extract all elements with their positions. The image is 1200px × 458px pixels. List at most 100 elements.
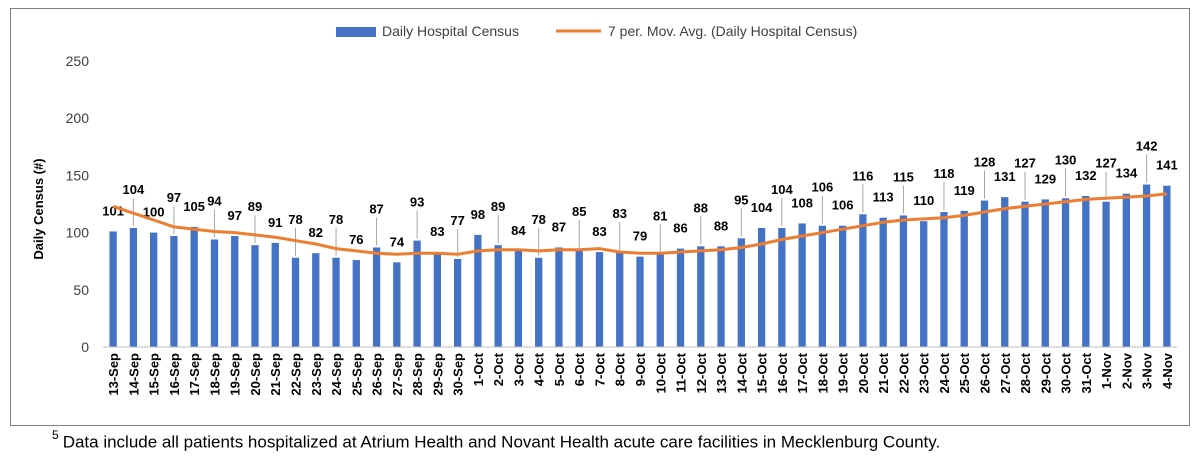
legend-bar-swatch: [336, 27, 376, 37]
bar: [656, 254, 664, 347]
bar: [980, 200, 989, 347]
bar-value-label: 93: [410, 195, 424, 210]
bar-value-label: 74: [390, 234, 405, 249]
bar-value-label: 110: [913, 193, 934, 208]
x-tick-label: 22-Oct: [896, 352, 911, 393]
bar-value-label: 130: [1055, 152, 1077, 167]
bar-value-label: 100: [143, 205, 165, 220]
x-tick-label: 12-Oct: [694, 352, 709, 393]
bar-value-label: 84: [511, 223, 526, 238]
bar-value-label: 118: [933, 166, 954, 181]
x-tick-label: 1-Oct: [471, 352, 486, 386]
x-tick-label: 24-Oct: [937, 352, 952, 393]
bar-value-label: 89: [491, 199, 505, 214]
x-tick-label: 13-Oct: [714, 352, 729, 393]
bar: [676, 248, 685, 347]
bar: [474, 234, 482, 347]
bar-value-label: 129: [1034, 171, 1056, 186]
bar-value-label: 85: [572, 204, 586, 219]
bar: [960, 210, 968, 347]
bar-value-label: 97: [227, 208, 241, 223]
bar: [150, 232, 158, 347]
bar: [109, 231, 117, 347]
bar-value-label: 141: [1156, 158, 1178, 173]
bar-value-label: 83: [613, 206, 627, 221]
x-tick-label: 6-Oct: [572, 352, 587, 386]
legend-bar-label: Daily Hospital Census: [382, 23, 519, 39]
x-tick-label: 15-Oct: [755, 352, 770, 393]
bar: [291, 257, 300, 347]
bar: [616, 252, 624, 347]
bar: [271, 242, 279, 347]
bar: [920, 221, 928, 347]
bar: [170, 236, 178, 347]
bar: [859, 214, 867, 347]
bar: [393, 262, 401, 347]
bar: [818, 225, 827, 347]
bar: [1061, 198, 1070, 347]
bar-value-label: 108: [791, 195, 813, 210]
x-tick-label: 22-Sep: [289, 353, 304, 396]
legend: Daily Hospital Census 7 per. Mov. Avg. (…: [336, 23, 857, 39]
bar-value-label: 86: [673, 221, 687, 236]
x-tick-label: 25-Sep: [349, 353, 364, 396]
bar-value-label: 83: [430, 224, 444, 239]
bar: [1102, 201, 1110, 347]
bar-value-label: 132: [1075, 168, 1097, 183]
y-tick-label: 200: [66, 110, 90, 126]
bar-value-label: 113: [873, 190, 894, 205]
bar-value-label: 127: [1095, 156, 1117, 171]
bar-value-label: 104: [751, 200, 773, 215]
x-tick-label: 16-Sep: [167, 353, 182, 396]
bar-value-label: 104: [123, 182, 145, 197]
x-tick-label: 1-Nov: [1099, 352, 1114, 389]
bar-value-label: 131: [994, 169, 1016, 184]
bar-value-label: 94: [207, 193, 222, 208]
y-tick-label: 0: [81, 339, 89, 355]
x-tick-label: 18-Oct: [815, 352, 830, 393]
x-tick-label: 16-Oct: [775, 352, 790, 393]
bar-value-label: 81: [653, 208, 667, 223]
footnote-text: Data include all patients hospitalized a…: [62, 432, 941, 452]
bar-value-label: 128: [974, 155, 996, 170]
bar: [1122, 193, 1130, 347]
y-tick-label: 50: [73, 282, 89, 298]
bar: [717, 246, 725, 347]
x-tick-label: 24-Sep: [329, 353, 344, 396]
bar: [778, 228, 786, 347]
bar: [251, 245, 259, 347]
x-tick-label: 30-Sep: [451, 353, 466, 396]
x-tick-label: 19-Oct: [836, 352, 851, 393]
bar-value-label: 105: [183, 199, 205, 214]
bar-value-label: 82: [309, 225, 323, 240]
bar-value-label: 91: [268, 215, 282, 230]
bar: [697, 246, 705, 347]
x-tick-label: 7-Oct: [593, 352, 608, 386]
x-tick-label: 29-Sep: [430, 353, 445, 396]
x-tick-label: 17-Oct: [795, 352, 810, 393]
x-tick-label: 21-Sep: [268, 353, 283, 396]
bar-value-label: 79: [633, 229, 647, 244]
bar: [940, 212, 948, 347]
bar: [1021, 201, 1029, 347]
bar-value-label: 134: [1115, 166, 1137, 181]
bar: [1142, 184, 1151, 347]
moving-average-path: [112, 192, 1168, 256]
bar: [372, 247, 381, 347]
x-tick-label: 26-Oct: [978, 352, 993, 393]
x-tick-label: 11-Oct: [674, 352, 689, 392]
bar: [210, 239, 219, 347]
x-tick-label: 21-Oct: [876, 352, 891, 393]
x-tick-label: 8-Oct: [613, 352, 628, 386]
bar-value-label: 97: [167, 190, 181, 205]
x-tick-label: 30-Oct: [1059, 352, 1074, 393]
bar: [798, 223, 806, 347]
bar: [433, 252, 442, 347]
bar-value-label: 87: [369, 201, 383, 216]
bar: [1001, 197, 1009, 347]
y-tick-label: 150: [66, 167, 90, 183]
x-tick-label: 28-Sep: [410, 353, 425, 396]
footnote-marker: 5: [52, 428, 59, 442]
x-tick-label: 31-Oct: [1079, 352, 1094, 393]
